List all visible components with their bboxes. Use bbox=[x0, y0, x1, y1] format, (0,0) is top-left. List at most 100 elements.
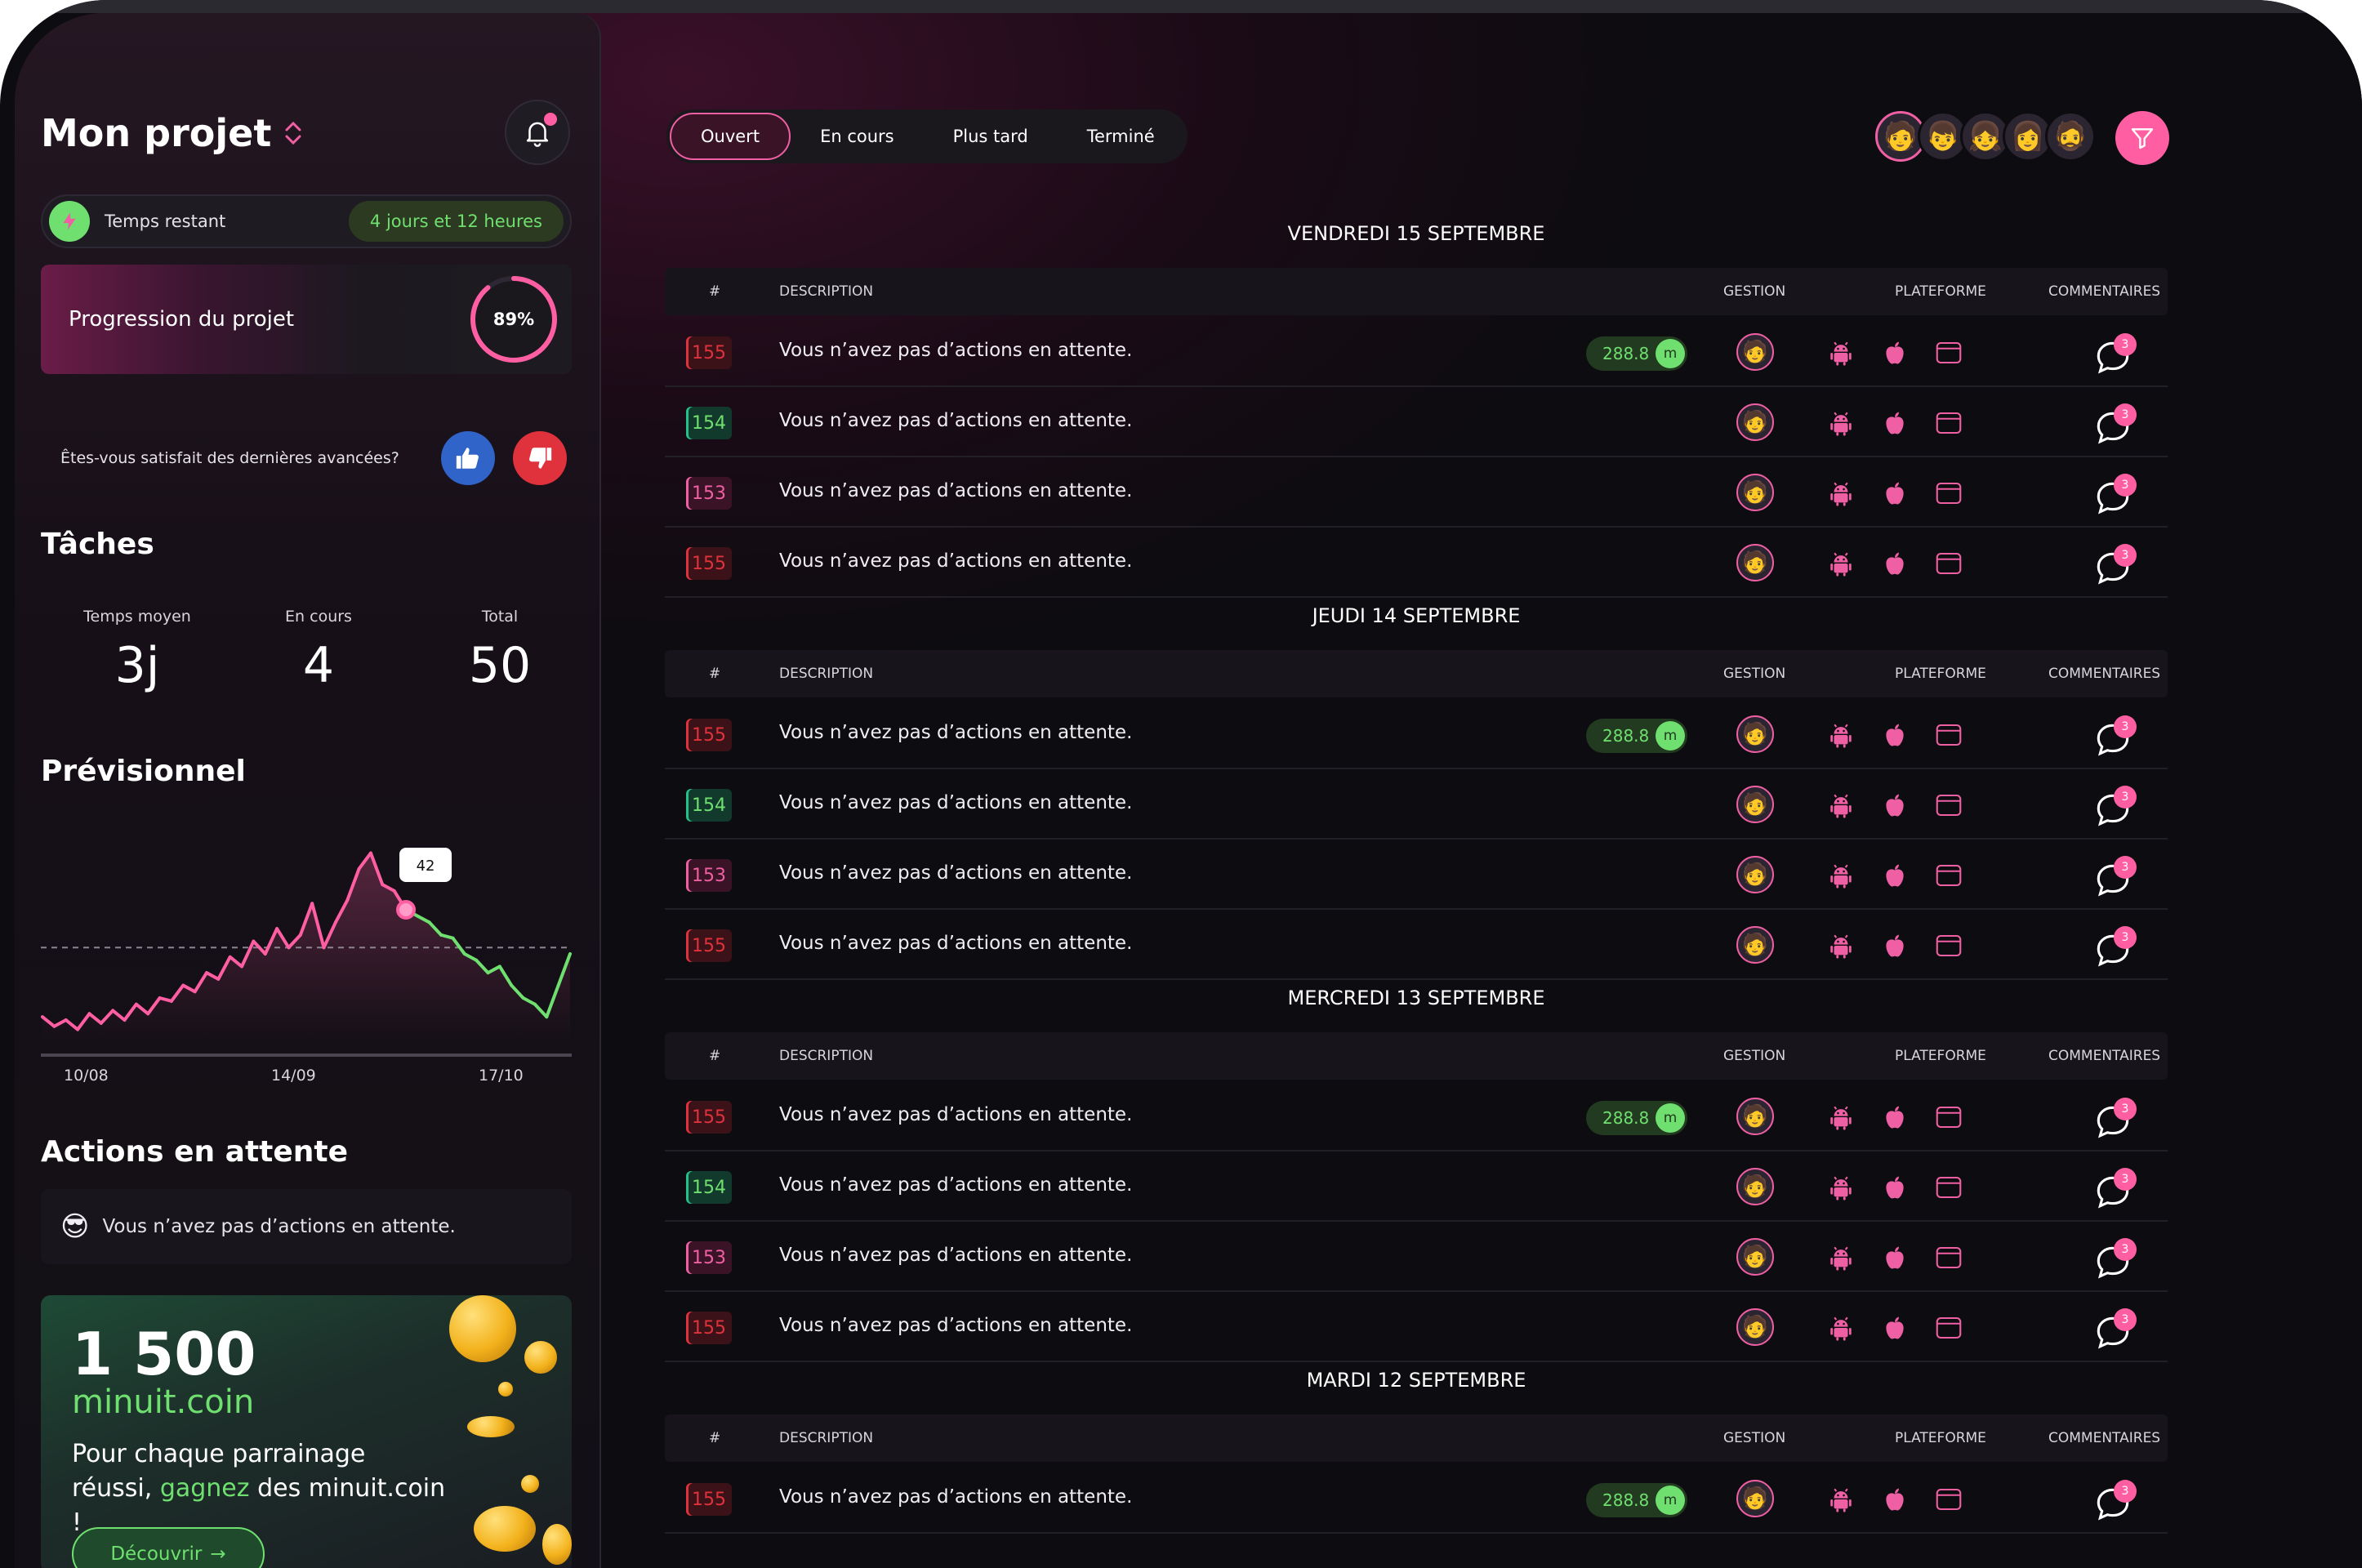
stat-average-time: Temps moyen 3j bbox=[56, 608, 219, 694]
column-header-num[interactable]: # bbox=[709, 666, 721, 682]
table-row[interactable]: 154 Vous n’avez pas d’actions en attente… bbox=[665, 1152, 2168, 1222]
series-line-segment bbox=[510, 983, 525, 1000]
comments-button[interactable]: 3 bbox=[2092, 856, 2141, 900]
comments-count-badge: 3 bbox=[2114, 1480, 2137, 1503]
column-header-plateforme[interactable]: PLATEFORME bbox=[1895, 1048, 1986, 1064]
manager-avatar[interactable]: 🧑 bbox=[1736, 926, 1774, 964]
thumbs-down-button[interactable] bbox=[513, 431, 567, 485]
table-row[interactable]: 155 Vous n’avez pas d’actions en attente… bbox=[665, 699, 2168, 769]
column-header-gestion[interactable]: GESTION bbox=[1723, 666, 1786, 682]
column-header-plateforme[interactable]: PLATEFORME bbox=[1895, 666, 1986, 682]
table-row[interactable]: 153 Vous n’avez pas d’actions en attente… bbox=[665, 840, 2168, 910]
points-value: 288.8 bbox=[1602, 726, 1650, 746]
series-line-segment bbox=[533, 1002, 549, 1019]
bell-icon bbox=[526, 122, 549, 147]
task-description: Vous n’avez pas d’actions en attente. bbox=[779, 933, 1133, 954]
table-row[interactable]: 155 Vous n’avez pas d’actions en attente… bbox=[665, 317, 2168, 387]
apple-icon bbox=[1878, 1483, 1911, 1516]
comments-button[interactable]: 3 bbox=[2092, 1480, 2141, 1524]
manager-avatar[interactable]: 🧑 bbox=[1736, 474, 1774, 511]
manager-avatar[interactable]: 🧑 bbox=[1736, 544, 1774, 581]
table-row[interactable]: 155 Vous n’avez pas d’actions en attente… bbox=[665, 1081, 2168, 1152]
manager-avatar[interactable]: 🧑 bbox=[1736, 403, 1774, 441]
comments-button[interactable]: 3 bbox=[2092, 1308, 2141, 1352]
manager-avatar[interactable]: 🧑 bbox=[1736, 1238, 1774, 1276]
column-header-commentaires[interactable]: COMMENTAIRES bbox=[2048, 1048, 2161, 1064]
chat-bubble-icon bbox=[2097, 1246, 2129, 1279]
project-switcher[interactable]: Mon projet bbox=[41, 111, 302, 155]
column-header-plateforme[interactable]: PLATEFORME bbox=[1895, 1430, 1986, 1446]
tab-in-progress[interactable]: En cours bbox=[820, 127, 894, 146]
discover-button[interactable]: Découvrir → bbox=[72, 1527, 265, 1568]
column-header-description[interactable]: DESCRIPTION bbox=[779, 1430, 874, 1446]
column-header-gestion[interactable]: GESTION bbox=[1723, 1048, 1786, 1064]
table-row[interactable]: 155 Vous n’avez pas d’actions en attente… bbox=[665, 910, 2168, 980]
avatar[interactable]: 🧑 bbox=[1875, 111, 1926, 162]
comments-button[interactable]: 3 bbox=[2092, 715, 2141, 760]
column-header-gestion[interactable]: GESTION bbox=[1723, 1430, 1786, 1446]
column-header-description[interactable]: DESCRIPTION bbox=[779, 283, 874, 300]
thumbs-up-button[interactable] bbox=[441, 431, 495, 485]
tab-later[interactable]: Plus tard bbox=[952, 127, 1028, 146]
task-id-badge: 154 bbox=[686, 407, 732, 439]
manager-avatar[interactable]: 🧑 bbox=[1736, 1168, 1774, 1205]
column-header-description[interactable]: DESCRIPTION bbox=[779, 666, 874, 682]
table-row[interactable]: 155 Vous n’avez pas d’actions en attente… bbox=[665, 1292, 2168, 1362]
task-description: Vous n’avez pas d’actions en attente. bbox=[779, 1104, 1133, 1125]
column-header-gestion[interactable]: GESTION bbox=[1723, 283, 1786, 300]
column-header-num[interactable]: # bbox=[709, 1048, 721, 1064]
comments-button[interactable]: 3 bbox=[2092, 1168, 2141, 1212]
browser-window-icon bbox=[1932, 407, 1965, 439]
avatar[interactable]: 🧔 bbox=[2045, 111, 2096, 162]
series-line-segment bbox=[427, 920, 443, 937]
column-header-commentaires[interactable]: COMMENTAIRES bbox=[2048, 1430, 2161, 1446]
table-header: # DESCRIPTION GESTION PLATEFORME COMMENTAIRE… bbox=[665, 1414, 2168, 1462]
manager-avatar[interactable]: 🧑 bbox=[1736, 715, 1774, 753]
task-id-badge: 155 bbox=[686, 1312, 732, 1344]
apple-icon bbox=[1878, 1171, 1911, 1204]
manager-avatar[interactable]: 🧑 bbox=[1736, 1308, 1774, 1346]
apple-icon bbox=[1878, 859, 1911, 892]
table-row[interactable]: 153 Vous n’avez pas d’actions en attente… bbox=[665, 1222, 2168, 1292]
table-row[interactable]: 154 Vous n’avez pas d’actions en attente… bbox=[665, 387, 2168, 457]
notification-dot bbox=[544, 113, 557, 126]
notifications-button[interactable] bbox=[505, 100, 570, 165]
comments-button[interactable]: 3 bbox=[2092, 403, 2141, 448]
comments-button[interactable]: 3 bbox=[2092, 333, 2141, 377]
column-header-commentaires[interactable]: COMMENTAIRES bbox=[2048, 666, 2161, 682]
column-header-plateforme[interactable]: PLATEFORME bbox=[1895, 283, 1986, 300]
comments-button[interactable]: 3 bbox=[2092, 474, 2141, 518]
table-row[interactable]: 154 Vous n’avez pas d’actions en attente… bbox=[665, 769, 2168, 840]
table-row[interactable]: 153 Vous n’avez pas d’actions en attente… bbox=[665, 457, 2168, 528]
time-remaining-label: Temps restant bbox=[105, 212, 226, 231]
comments-button[interactable]: 3 bbox=[2092, 544, 2141, 588]
android-icon bbox=[1825, 789, 1857, 822]
browser-window-icon bbox=[1932, 789, 1965, 822]
manager-avatar[interactable]: 🧑 bbox=[1736, 856, 1774, 893]
task-description: Vous n’avez pas d’actions en attente. bbox=[779, 1486, 1133, 1508]
comments-button[interactable]: 3 bbox=[2092, 926, 2141, 970]
column-header-commentaires[interactable]: COMMENTAIRES bbox=[2048, 283, 2161, 300]
tab-done[interactable]: Terminé bbox=[1086, 127, 1155, 146]
promo-coin-name: minuit.coin bbox=[72, 1383, 255, 1421]
comments-button[interactable]: 3 bbox=[2092, 1098, 2141, 1142]
table-row[interactable]: 155 Vous n’avez pas d’actions en attente… bbox=[665, 1463, 2168, 1534]
manager-avatar[interactable]: 🧑 bbox=[1736, 333, 1774, 371]
filter-button[interactable] bbox=[2115, 111, 2169, 165]
column-header-num[interactable]: # bbox=[709, 1430, 721, 1446]
series-line-segment bbox=[451, 936, 466, 956]
column-header-description[interactable]: DESCRIPTION bbox=[779, 1048, 874, 1064]
android-icon bbox=[1825, 336, 1857, 369]
tab-open[interactable]: Ouvert bbox=[670, 113, 791, 160]
avatar[interactable]: 👩 bbox=[2003, 111, 2053, 162]
column-header-num[interactable]: # bbox=[709, 283, 721, 300]
comments-button[interactable]: 3 bbox=[2092, 786, 2141, 830]
manager-avatar[interactable]: 🧑 bbox=[1736, 1480, 1774, 1517]
tasks-title: Tâches bbox=[41, 528, 154, 561]
manager-avatar[interactable]: 🧑 bbox=[1736, 1098, 1774, 1135]
bolt-icon bbox=[49, 201, 90, 242]
table-row[interactable]: 155 Vous n’avez pas d’actions en attente… bbox=[665, 528, 2168, 598]
manager-avatar[interactable]: 🧑 bbox=[1736, 786, 1774, 823]
x-tick-label: 14/09 bbox=[271, 1067, 316, 1085]
comments-button[interactable]: 3 bbox=[2092, 1238, 2141, 1282]
